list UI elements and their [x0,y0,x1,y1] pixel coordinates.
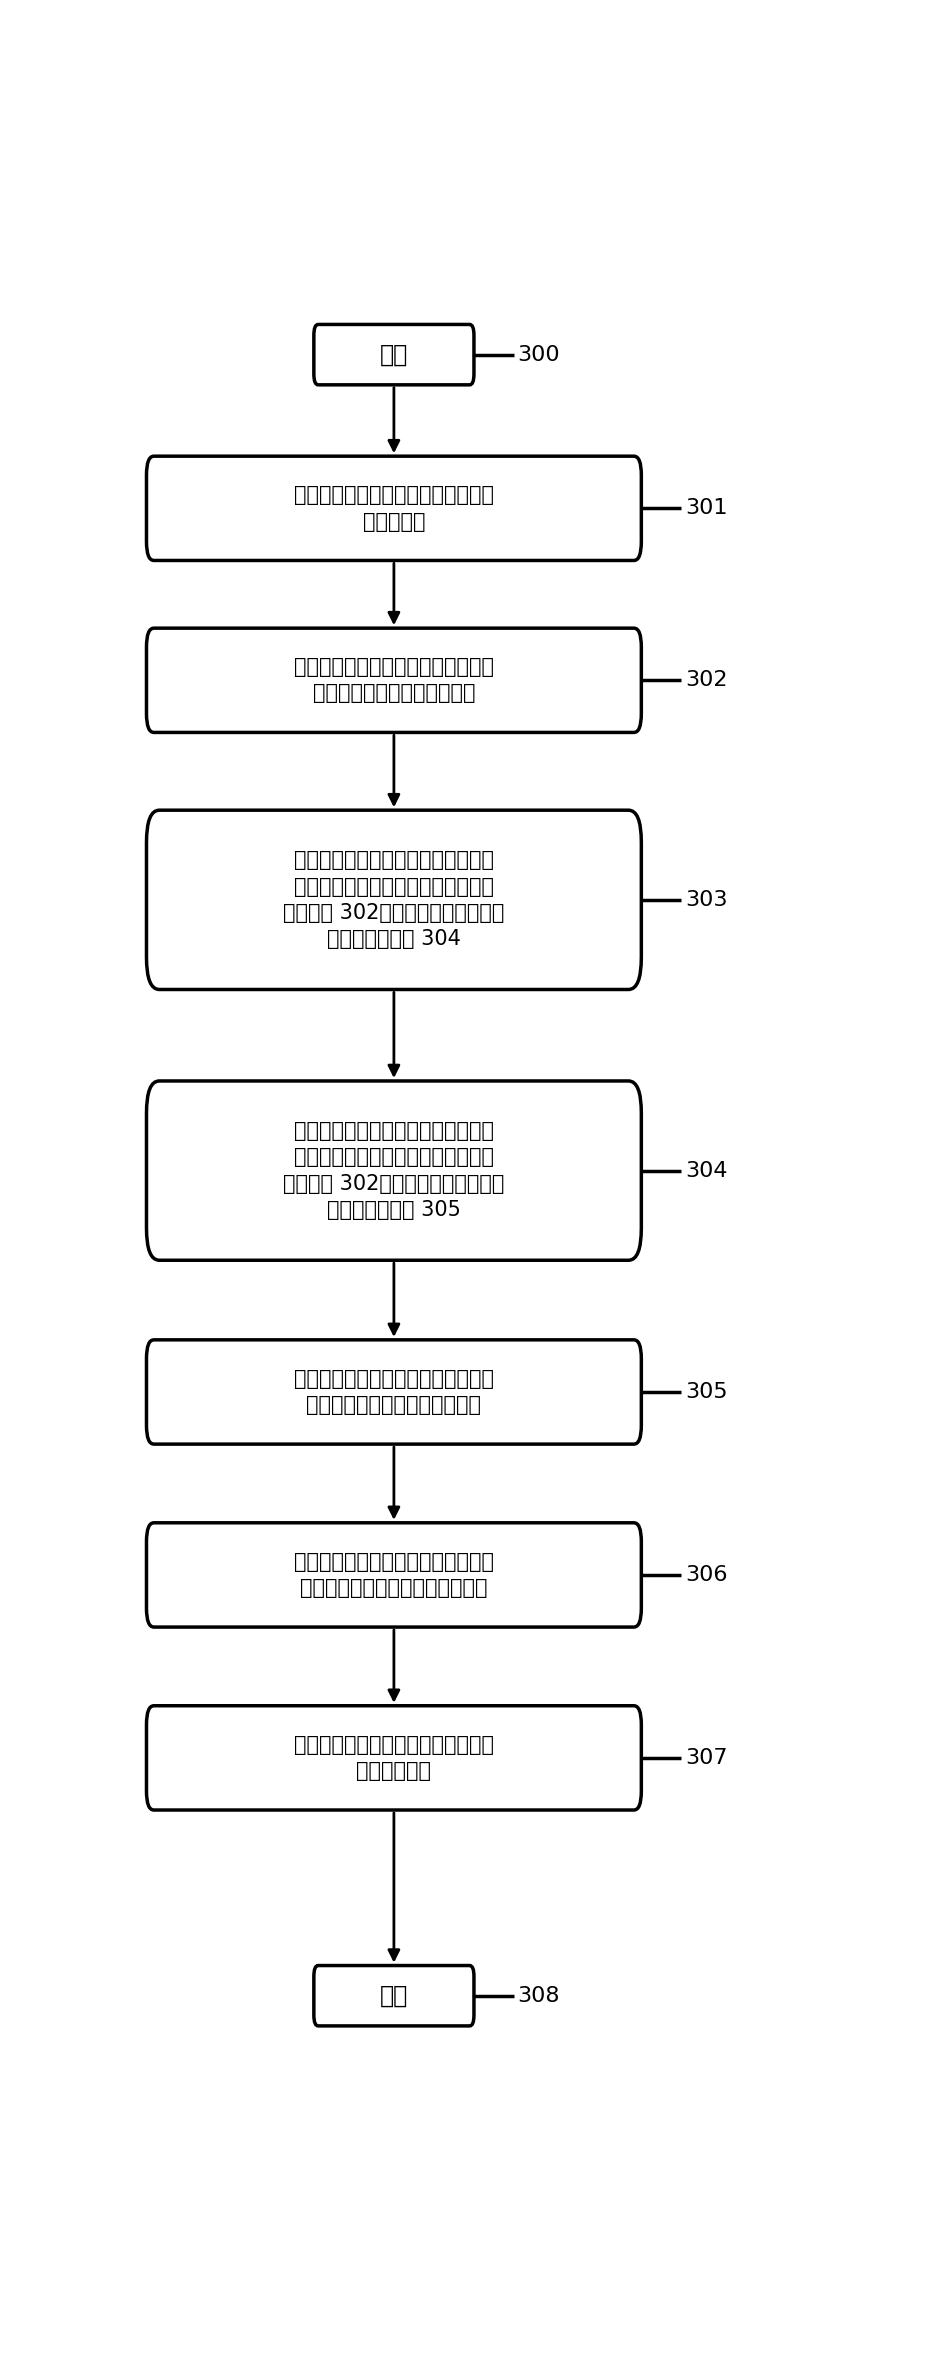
Text: 根据设定的采样时间间隔采样充电电
池的输出电压值，得到采样值: 根据设定的采样时间间隔采样充电电 池的输出电压值，得到采样值 [294,658,494,703]
Text: 307: 307 [685,1749,728,1768]
Text: 308: 308 [517,1986,561,2005]
FancyBboxPatch shape [146,627,641,732]
Text: 304: 304 [685,1159,728,1181]
Text: 开始: 开始 [379,342,408,366]
FancyBboxPatch shape [146,1081,641,1259]
Text: 303: 303 [685,891,728,910]
Text: 对设定数量或设定时间内的采样值进
行取平均处理，得到平均采样值: 对设定数量或设定时间内的采样值进 行取平均处理，得到平均采样值 [294,1369,494,1416]
Text: 306: 306 [685,1566,728,1585]
Text: 根据比较结果对充电电池进行保护或
者充放电操作: 根据比较结果对充电电池进行保护或 者充放电操作 [294,1734,494,1782]
Text: 设定采样时间间隔、设定最小值以及
设定最大值: 设定采样时间间隔、设定最小值以及 设定最大值 [294,485,494,532]
Text: 将平均采样值分别与充电保护电压和
放电保护电压比较，产生比较结果: 将平均采样值分别与充电保护电压和 放电保护电压比较，产生比较结果 [294,1552,494,1599]
Text: 302: 302 [685,670,728,691]
FancyBboxPatch shape [314,1965,474,2027]
FancyBboxPatch shape [146,810,641,988]
Text: 300: 300 [517,345,561,364]
Text: 将采样值与设定最小值比较，如采样
值小于设定最小值，则删除采样值，
返回步骤 302，如采样值大于设定最
小值，则到步骤 304: 将采样值与设定最小值比较，如采样 值小于设定最小值，则删除采样值， 返回步骤 3… [284,851,504,950]
Text: 结束: 结束 [379,1984,408,2008]
FancyBboxPatch shape [146,456,641,561]
Text: 305: 305 [685,1383,728,1402]
Text: 将采样值与设定最大值比较，如采样
值大于设定最大值，则删除采样值，
返回步骤 302，如采样值小于设定最
大值，则到步骤 305: 将采样值与设定最大值比较，如采样 值大于设定最大值，则删除采样值， 返回步骤 3… [284,1121,504,1221]
FancyBboxPatch shape [146,1706,641,1811]
FancyBboxPatch shape [146,1340,641,1445]
FancyBboxPatch shape [314,326,474,385]
Text: 301: 301 [685,499,728,518]
FancyBboxPatch shape [146,1523,641,1628]
